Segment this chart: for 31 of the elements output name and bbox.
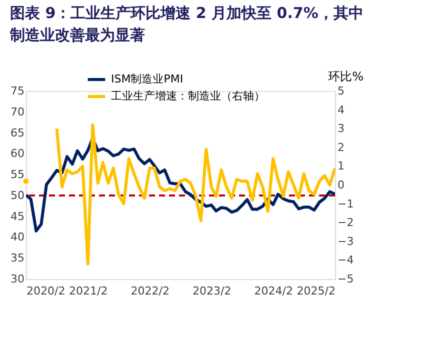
- chart-title: 图表 9：工业生产环比增速 2 月加快至 0.7%，其中制造业改善最为显著: [9, 4, 364, 44]
- y2-tick-label: −5: [338, 272, 354, 286]
- y2-tick-label: 3: [338, 122, 344, 136]
- y2-tick-label: 4: [338, 103, 344, 116]
- x-tick-label: 2024/2: [254, 284, 293, 298]
- y-tick-label: 60: [10, 147, 24, 160]
- y-tick-label: 70: [10, 105, 24, 118]
- x-tick-label: 2023/2: [192, 284, 232, 298]
- y-tick-label: 45: [10, 210, 24, 223]
- legend-label: 工业生产增速：制造业（右轴）: [111, 90, 265, 102]
- y-tick-label: 35: [10, 252, 24, 265]
- y2-tick-label: −2: [338, 216, 354, 230]
- x-tick-label: 2022/2: [130, 284, 170, 298]
- y2-tick-label: 5: [338, 84, 344, 98]
- legend-label: ISM制造业PMI: [111, 72, 184, 86]
- y-tick-label: 30: [10, 272, 24, 286]
- y2-axis-title: 环比%: [328, 70, 364, 84]
- y2-tick-label: −1: [338, 197, 354, 210]
- y-tick-label: 50: [10, 188, 24, 202]
- y-tick-label: 55: [10, 168, 24, 182]
- x-tick-label: 2021/2: [69, 284, 108, 298]
- y2-tick-label: −4: [338, 254, 354, 267]
- x-tick-label: 2020/2: [26, 284, 66, 298]
- x-tick-label: 2025/2: [296, 284, 336, 298]
- y2-tick-label: 0: [338, 178, 344, 192]
- y-tick-label: 65: [10, 126, 24, 140]
- y2-tick-label: 2: [338, 140, 344, 154]
- y2-tick-label: 1: [338, 160, 344, 173]
- y2-tick-label: −3: [338, 234, 354, 248]
- y-tick-label: 40: [10, 230, 24, 244]
- y-tick-label: 75: [10, 84, 24, 98]
